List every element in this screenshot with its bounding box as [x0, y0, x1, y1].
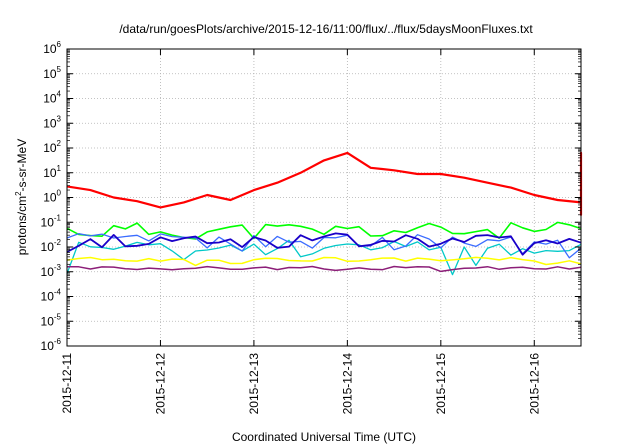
y-tick-label: 10-3	[41, 263, 62, 279]
y-tick-label: 106	[43, 40, 61, 56]
y-tick-label: 101	[43, 164, 61, 180]
y-tick-label: 102	[43, 139, 61, 155]
chart-title: /data/run/goesPlots/archive/2015-12-16/1…	[119, 22, 533, 36]
series-line-2	[66, 221, 582, 240]
y-tick-label: 10-6	[41, 337, 62, 353]
x-tick-label: 2015-12-13	[247, 353, 261, 415]
x-tick-label: 2015-12-12	[153, 353, 167, 415]
y-tick-label: 10-2	[41, 238, 62, 254]
x-tick-label: 2015-12-14	[340, 353, 354, 415]
plot-frame	[66, 48, 582, 347]
series-line-5	[66, 232, 582, 256]
y-tick-label: 10-4	[41, 288, 62, 304]
x-tick-label: 2015-12-16	[527, 353, 541, 415]
grid	[67, 49, 581, 346]
y-axis: 10-6 10-5 10-4 10-3 10-2 10-1 100 101 102 103 104 1…	[41, 40, 581, 353]
x-axis-label: Coordinated Universal Time (UTC)	[232, 430, 416, 444]
y-tick-label: 100	[43, 189, 61, 205]
series-line-3	[66, 239, 582, 276]
series-group	[66, 151, 583, 276]
series-line-7	[66, 265, 582, 273]
x-tick-label: 2015-12-11	[60, 353, 74, 414]
x-axis: 2015-12-11 2015-12-12 2015-12-13 2015-12-14…	[60, 49, 541, 414]
y-tick-label: 103	[43, 114, 61, 130]
y-axis-label: protons/cm2-s-sr-MeV	[14, 139, 29, 255]
x-tick-label: 2015-12-15	[434, 353, 448, 415]
series-line-6	[66, 256, 582, 267]
series-line-1	[66, 151, 583, 216]
series-line-4	[66, 233, 582, 259]
y-tick-label: 104	[43, 90, 61, 106]
y-tick-label: 10-1	[41, 213, 62, 229]
y-tick-label: 105	[43, 65, 61, 81]
y-tick-label: 10-5	[41, 312, 62, 328]
